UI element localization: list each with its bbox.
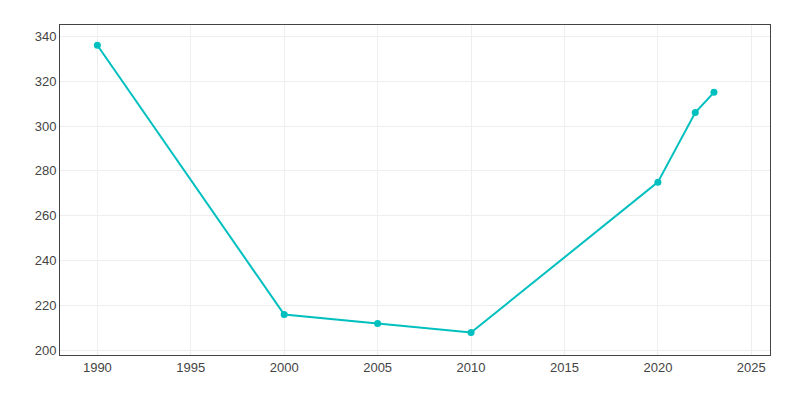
svg-text:200: 200 [35,343,57,358]
svg-text:240: 240 [35,253,57,268]
svg-text:2005: 2005 [363,360,392,375]
svg-text:2010: 2010 [457,360,486,375]
svg-text:300: 300 [35,119,57,134]
svg-text:1995: 1995 [176,360,205,375]
svg-text:1990: 1990 [83,360,112,375]
svg-text:2025: 2025 [737,360,766,375]
svg-text:2015: 2015 [550,360,579,375]
svg-text:280: 280 [35,163,57,178]
svg-text:2000: 2000 [270,360,299,375]
svg-text:220: 220 [35,298,57,313]
svg-text:320: 320 [35,74,57,89]
svg-text:2020: 2020 [643,360,672,375]
svg-text:260: 260 [35,208,57,223]
svg-text:340: 340 [35,29,57,44]
